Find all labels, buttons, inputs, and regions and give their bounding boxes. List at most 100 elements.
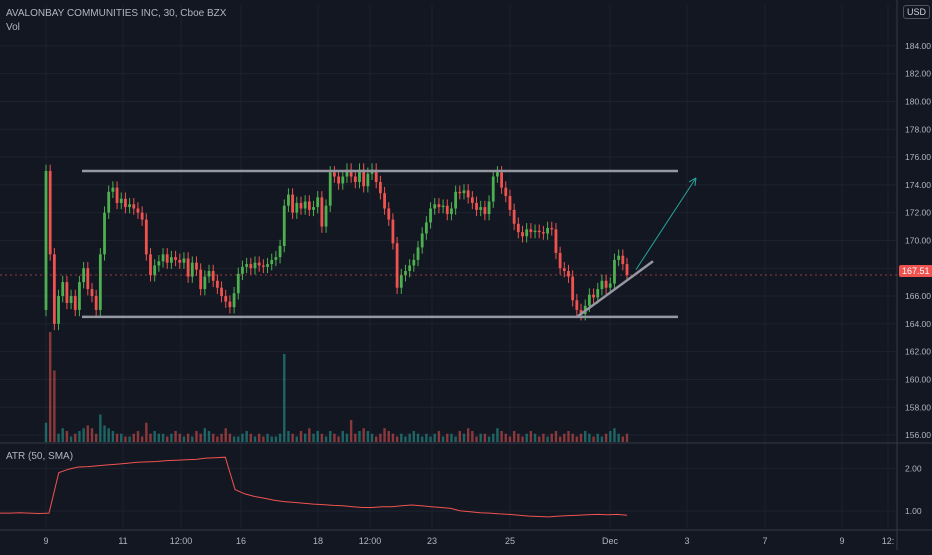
candle-body	[149, 254, 152, 276]
candle-body	[558, 252, 562, 269]
candle-body	[483, 207, 487, 215]
candle-body	[575, 300, 579, 310]
candle-body	[261, 265, 265, 267]
projection-arrowhead	[688, 177, 697, 186]
volume-bar	[166, 436, 169, 442]
price-tick-label: 176.00	[905, 152, 931, 162]
volume-bar	[262, 436, 265, 442]
volume-bar	[228, 433, 232, 442]
volume-bar	[245, 431, 248, 442]
volume-bar	[270, 436, 273, 442]
candle-body	[500, 172, 504, 188]
volume-bar	[433, 433, 436, 442]
volume-bar	[312, 433, 315, 442]
time-tick-label: 7	[762, 536, 767, 546]
candle-body	[161, 254, 165, 262]
candle-body	[416, 247, 420, 260]
atr-tick-label: 1.00	[905, 506, 922, 516]
volume-bar	[462, 433, 466, 442]
candle-body	[521, 232, 524, 237]
volume-bar	[554, 431, 558, 442]
volume-bar	[337, 436, 340, 442]
volume-bar	[145, 422, 148, 442]
candle-body	[592, 294, 595, 298]
volume-bar	[475, 436, 478, 442]
price-tick-label: 184.00	[905, 41, 931, 51]
volume-bar	[446, 433, 449, 442]
candle-body	[270, 259, 274, 265]
candle-body	[136, 208, 140, 213]
candle-body	[328, 172, 332, 206]
volume-bar	[625, 433, 629, 442]
price-tick-label: 178.00	[905, 124, 931, 134]
volume-bar	[529, 431, 533, 442]
volume-bar	[82, 428, 85, 442]
volume-bar	[429, 436, 432, 442]
last-price-label: 167.51	[899, 265, 932, 277]
volume-bar	[604, 433, 608, 442]
volume-bar	[525, 433, 528, 442]
candle-body	[567, 271, 570, 277]
candle-body	[299, 202, 303, 209]
candle-body	[341, 176, 345, 184]
volume-bar	[157, 433, 161, 442]
candle-body	[48, 170, 52, 255]
price-tick-label: 162.00	[905, 347, 931, 357]
candle-body	[52, 254, 56, 324]
volume-bar	[563, 433, 566, 442]
candle-body	[178, 259, 182, 263]
candle-body	[491, 176, 495, 202]
volume-bar	[249, 433, 253, 442]
candle-body	[182, 258, 186, 263]
volume-bar	[283, 354, 286, 442]
candle-body	[395, 243, 399, 288]
time-tick-label: 3	[684, 536, 689, 546]
volume-bar	[370, 433, 374, 442]
volume-bar	[508, 436, 512, 442]
candle-body	[546, 227, 549, 234]
volume-bar	[404, 436, 407, 442]
time-tick-label: 25	[505, 536, 515, 546]
candle-body	[537, 230, 541, 233]
candle-body	[496, 172, 499, 177]
candle-body	[153, 265, 157, 276]
candle-body	[312, 207, 315, 210]
candle-body	[429, 208, 432, 223]
candle-body	[44, 170, 48, 310]
candle-body	[475, 202, 478, 210]
time-tick-label: 23	[427, 536, 437, 546]
candle-body	[128, 204, 131, 208]
candle-body	[90, 289, 94, 297]
price-tick-label: 170.00	[905, 235, 931, 245]
volume-bar	[299, 431, 303, 442]
projection-arrow	[635, 177, 697, 270]
time-tick-label: 16	[236, 536, 246, 546]
volume-bar	[149, 433, 152, 442]
volume-bar	[295, 436, 298, 442]
price-tick-label: 164.00	[905, 319, 931, 329]
price-tick-label: 166.00	[905, 291, 931, 301]
volume-bar	[458, 431, 462, 442]
volume-bar	[345, 433, 349, 442]
candle-body	[69, 296, 73, 303]
candle-body	[470, 197, 474, 203]
volume-bar	[90, 428, 94, 442]
candle-body	[236, 273, 240, 294]
candle-body	[157, 261, 161, 266]
time-tick-label: 18	[313, 536, 323, 546]
time-tick-label: 11	[118, 536, 127, 546]
candle-body	[454, 191, 458, 209]
volume-bar	[479, 433, 482, 442]
currency-button[interactable]: USD	[903, 5, 931, 19]
candle-body	[424, 222, 428, 234]
atr-line	[0, 456, 628, 518]
volume-bar	[211, 433, 215, 442]
candle-body	[378, 182, 382, 194]
candle-body	[119, 198, 123, 203]
volume-bar	[303, 433, 307, 442]
volume-bar	[496, 428, 499, 442]
volume-bar	[504, 433, 507, 442]
volume-bar	[86, 425, 89, 442]
